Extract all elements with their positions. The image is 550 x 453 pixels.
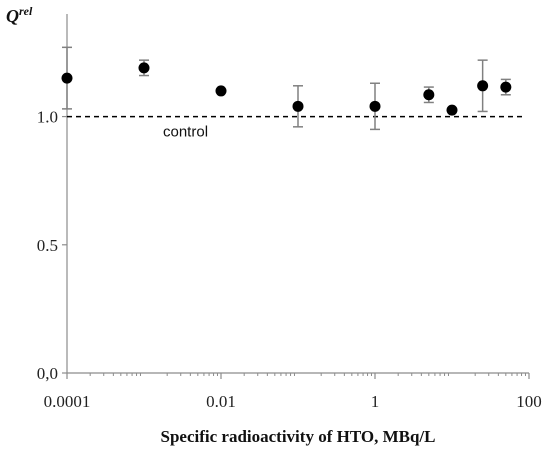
data-point — [369, 100, 381, 112]
data-point — [423, 89, 435, 101]
x-tick-label: 1 — [371, 392, 380, 411]
data-point — [477, 80, 489, 92]
data-point — [138, 62, 150, 74]
control-label: control — [163, 124, 208, 141]
data-point — [215, 85, 227, 97]
data-point — [61, 72, 73, 84]
data-point — [446, 104, 458, 116]
x-tick-label: 100 — [516, 392, 542, 411]
y-tick-label: 0.5 — [37, 236, 58, 255]
x-tick-label: 0.01 — [206, 392, 236, 411]
plot-area: 0,0 0.5 1.0 0.0001 0.01 1 100 control — [37, 14, 542, 411]
y-tick-label: 0,0 — [37, 364, 58, 383]
data-point — [500, 81, 512, 93]
y-tick-label: 1.0 — [37, 108, 58, 127]
x-tick-label: 0.0001 — [44, 392, 91, 411]
x-axis-title: Specific radioactivity of HTO, MBq/L — [161, 427, 436, 446]
y-axis-title-sup: rel — [19, 4, 33, 18]
y-axis-title: Qrel — [6, 4, 33, 26]
y-axis-title-main: Q — [6, 6, 19, 26]
data-point — [292, 100, 304, 112]
